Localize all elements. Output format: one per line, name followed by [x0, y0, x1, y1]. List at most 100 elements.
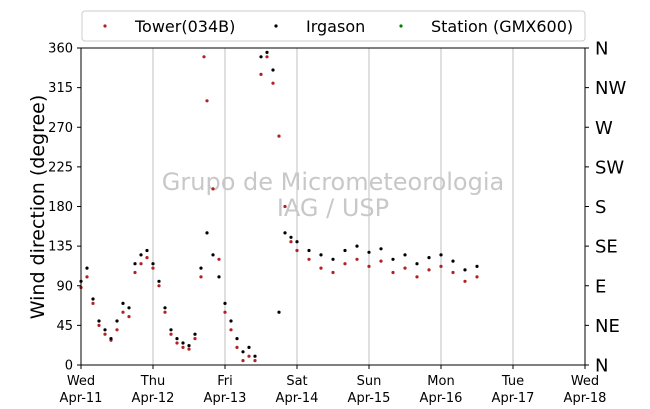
point-irgason: [415, 262, 419, 266]
point-irgason: [271, 68, 275, 72]
point-irgason: [265, 50, 269, 55]
x-tick-label-day: Tue: [501, 374, 524, 389]
compass-label: W: [595, 118, 613, 139]
legend-frame: [81, 10, 586, 42]
point-irgason: [157, 279, 161, 283]
point-irgason: [319, 253, 323, 257]
point-irgason: [343, 248, 347, 253]
point-tower-034b: [253, 359, 257, 363]
y-tick-label: 90: [56, 279, 73, 294]
point-irgason: [223, 301, 227, 305]
legend-items: Tower(034B) Irgason Station (GMX600): [103, 17, 573, 36]
point-irgason: [217, 275, 221, 279]
point-irgason: [85, 266, 89, 270]
point-tower-034b: [475, 275, 479, 279]
point-tower-034b: [451, 270, 455, 275]
point-tower-034b: [283, 204, 287, 209]
x-tick-label-day: Thu: [140, 374, 165, 389]
y-tick-label: 315: [48, 81, 73, 96]
compass-label: E: [595, 276, 606, 297]
point-tower-034b: [463, 279, 467, 283]
point-tower-034b: [163, 310, 167, 314]
point-irgason: [205, 231, 209, 235]
point-tower-034b: [271, 81, 275, 85]
point-irgason: [367, 250, 371, 254]
point-irgason: [199, 266, 203, 270]
point-tower-034b: [391, 270, 395, 275]
point-irgason: [109, 337, 113, 341]
watermark: Grupo de Micrometeorologia IAG / USP: [162, 168, 504, 222]
point-irgason: [133, 262, 137, 266]
watermark-line-2: IAG / USP: [277, 194, 389, 222]
point-irgason: [463, 268, 467, 272]
point-tower-034b: [259, 72, 263, 76]
x-gridlines: [80, 48, 586, 365]
point-tower-034b: [91, 301, 95, 305]
legend-label-tower-034b: Tower(034B): [134, 17, 235, 36]
x-tick-label-day: Wed: [67, 374, 95, 389]
point-irgason: [103, 328, 107, 332]
point-tower-034b: [307, 257, 311, 261]
point-tower-034b: [229, 328, 233, 332]
x-tick-label-date: Apr-15: [348, 391, 391, 406]
point-irgason: [391, 257, 395, 261]
point-tower-034b: [211, 187, 215, 191]
point-irgason: [241, 350, 245, 354]
x-tick-label-day: Sat: [286, 374, 307, 389]
compass-label: NE: [595, 316, 620, 337]
point-tower-034b: [133, 270, 137, 275]
point-irgason: [295, 240, 299, 244]
point-tower-034b: [202, 55, 206, 59]
point-irgason: [151, 262, 155, 266]
legend-marker-tower-034b: [103, 24, 107, 28]
point-tower-034b: [151, 266, 155, 270]
point-tower-034b: [145, 256, 149, 260]
point-tower-034b: [265, 55, 269, 59]
point-irgason: [211, 253, 215, 257]
compass-label: NW: [595, 78, 626, 99]
point-irgason: [97, 319, 101, 323]
point-tower-034b: [379, 259, 383, 263]
point-tower-034b: [181, 345, 185, 349]
point-tower-034b: [403, 266, 407, 270]
y-tick-label: 360: [48, 42, 73, 57]
point-tower-034b: [235, 345, 239, 349]
point-tower-034b: [127, 315, 131, 319]
point-irgason: [355, 244, 359, 248]
point-irgason: [283, 231, 287, 235]
point-tower-034b: [175, 341, 179, 345]
x-tick-label-date: Apr-18: [564, 391, 607, 406]
x-tick-label-day: Wed: [571, 374, 599, 389]
point-irgason: [91, 297, 95, 301]
compass-labels: N NW W SW S SE E NE N: [585, 39, 626, 377]
point-tower-034b: [103, 332, 107, 336]
point-tower-034b: [247, 354, 251, 358]
point-irgason: [139, 253, 143, 257]
y-tick-label: 180: [48, 200, 73, 215]
y-axis-label: Wind direction (degree): [27, 95, 49, 320]
point-tower-034b: [343, 262, 347, 266]
y-tick-label: 0: [65, 359, 73, 374]
y-axis-ticks: 0 45 90 135 180 225 270 315 360: [48, 42, 81, 374]
point-irgason: [379, 247, 383, 251]
point-tower-034b: [193, 337, 197, 341]
point-irgason: [427, 256, 431, 260]
point-irgason: [307, 248, 311, 253]
point-tower-034b: [367, 264, 371, 268]
point-tower-034b: [223, 310, 227, 314]
legend: Tower(034B) Irgason Station (GMX600): [81, 10, 586, 42]
x-tick-label-date: Apr-17: [492, 391, 535, 406]
point-irgason: [169, 328, 173, 332]
point-irgason: [193, 332, 197, 336]
point-tower-034b: [331, 270, 335, 275]
point-irgason: [163, 306, 167, 310]
point-tower-034b: [97, 323, 101, 327]
point-irgason: [475, 264, 479, 268]
point-irgason: [451, 259, 455, 263]
point-tower-034b: [241, 359, 245, 363]
point-tower-034b: [157, 284, 161, 288]
point-tower-034b: [217, 257, 221, 261]
legend-marker-station-gmx600: [399, 24, 403, 28]
point-irgason: [187, 344, 191, 348]
x-tick-label-date: Apr-12: [132, 391, 175, 406]
